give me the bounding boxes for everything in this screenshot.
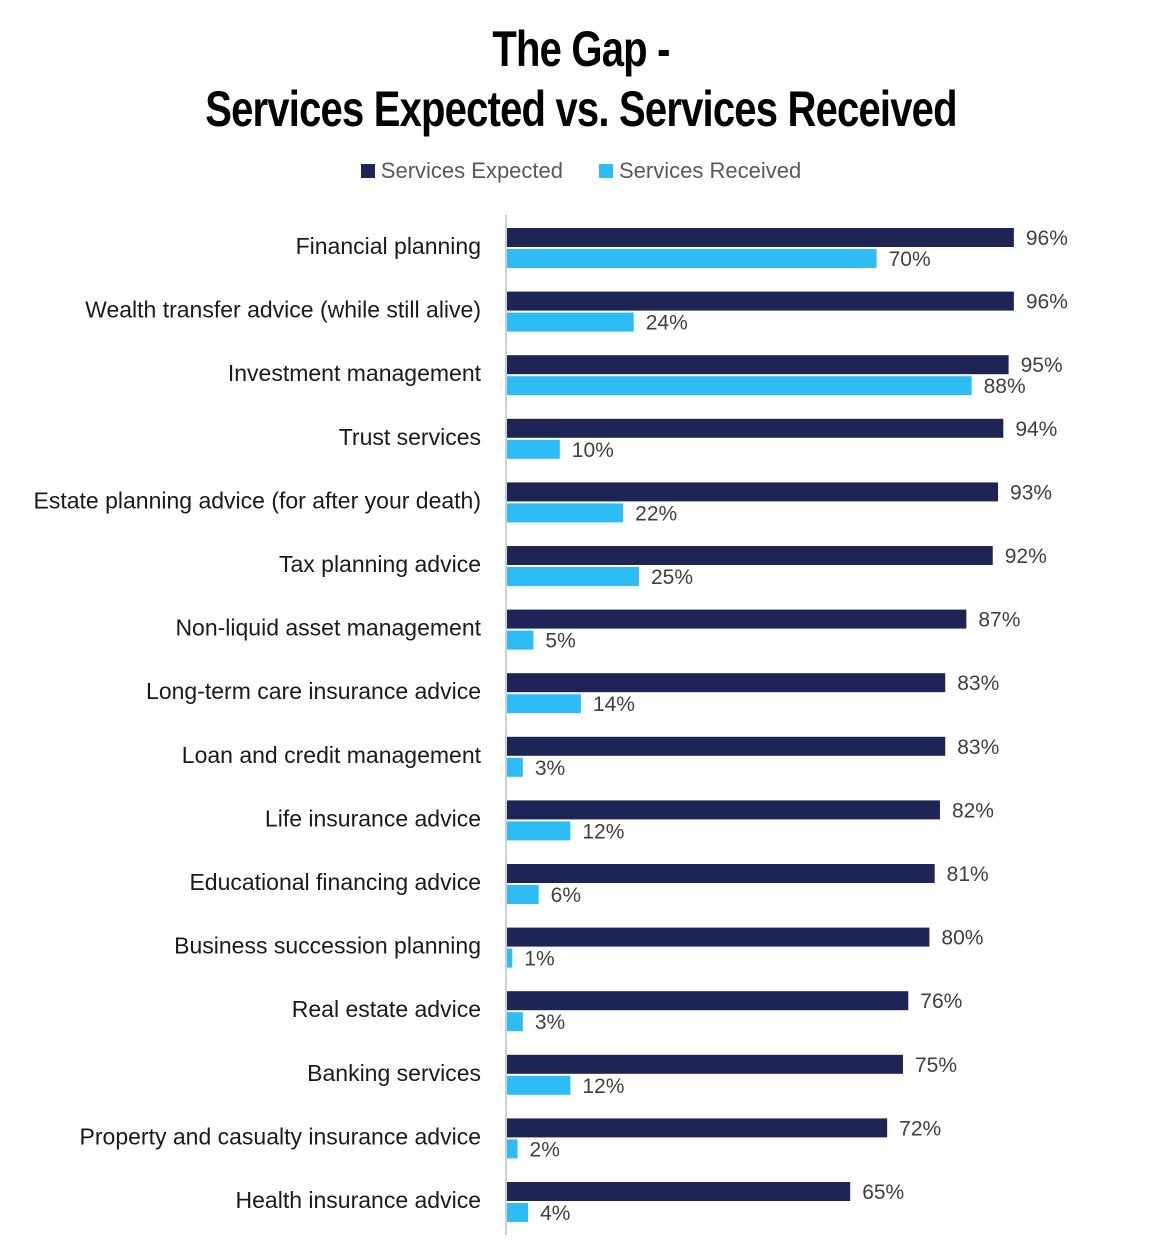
bar-received xyxy=(507,249,877,268)
value-label-received: 25% xyxy=(651,566,693,589)
category-label: Educational financing advice xyxy=(189,869,481,895)
value-label-expected: 87% xyxy=(978,609,1020,632)
bar-expected xyxy=(507,800,940,820)
value-label-expected: 65% xyxy=(862,1181,904,1204)
bar-expected xyxy=(507,228,1014,247)
bar-expected xyxy=(507,927,930,947)
bar-received xyxy=(507,376,972,396)
category-label: Life insurance advice xyxy=(265,805,481,831)
bar-received xyxy=(507,694,581,714)
value-label-received: 3% xyxy=(535,1011,565,1034)
bar-expected xyxy=(507,482,999,502)
bar-expected xyxy=(507,1054,903,1074)
category-label: Health insurance advice xyxy=(236,1187,481,1213)
value-label-expected: 81% xyxy=(947,863,989,886)
category-label: Estate planning advice (for after your d… xyxy=(34,487,481,513)
bar-received xyxy=(507,1139,518,1159)
value-label-received: 4% xyxy=(540,1202,570,1225)
bar-received xyxy=(507,821,571,841)
category-label: Business succession planning xyxy=(174,933,481,959)
category-label: Real estate advice xyxy=(292,996,481,1022)
bar-received xyxy=(507,757,523,777)
legend-item-received: Services Received xyxy=(599,158,801,184)
value-label-received: 12% xyxy=(582,1075,624,1098)
legend-item-expected: Services Expected xyxy=(360,158,563,184)
bar-expected xyxy=(507,546,993,565)
value-label-received: 3% xyxy=(535,757,565,780)
bar-received xyxy=(507,567,639,586)
value-label-expected: 83% xyxy=(957,672,999,695)
legend-label-received: Services Received xyxy=(619,158,802,183)
value-label-expected: 92% xyxy=(1005,545,1047,568)
value-label-received: 88% xyxy=(984,375,1026,398)
category-label: Loan and credit management xyxy=(182,742,482,768)
value-label-received: 14% xyxy=(593,693,635,716)
value-label-received: 1% xyxy=(524,948,554,971)
chart-title-line-1: The Gap - xyxy=(492,21,670,77)
bar-received xyxy=(507,948,513,968)
legend-swatch-received xyxy=(599,164,613,178)
value-label-expected: 93% xyxy=(1010,481,1052,504)
bar-received xyxy=(507,312,634,332)
bar-received xyxy=(507,885,539,904)
value-label-expected: 76% xyxy=(920,990,962,1013)
category-label: Banking services xyxy=(307,1060,481,1086)
bar-expected xyxy=(507,673,946,693)
value-label-expected: 72% xyxy=(899,1117,941,1140)
bar-received xyxy=(507,630,534,650)
value-label-expected: 96% xyxy=(1026,291,1068,314)
bar-expected xyxy=(507,418,1004,438)
bar-expected xyxy=(507,609,967,629)
value-label-received: 12% xyxy=(582,820,624,843)
bar-received xyxy=(507,1203,529,1222)
category-label: Property and casualty insurance advice xyxy=(80,1123,481,1149)
bar-received xyxy=(507,503,624,523)
value-label-received: 5% xyxy=(545,630,575,653)
category-label: Non-liquid asset management xyxy=(175,615,481,641)
value-label-expected: 83% xyxy=(957,736,999,759)
value-label-received: 6% xyxy=(551,884,581,907)
value-label-received: 22% xyxy=(635,502,677,525)
bar-expected xyxy=(507,991,909,1011)
category-label: Tax planning advice xyxy=(279,551,481,577)
value-label-received: 24% xyxy=(646,312,688,335)
category-label: Investment management xyxy=(228,360,482,386)
bar-received xyxy=(507,1012,523,1032)
category-label: Wealth transfer advice (while still aliv… xyxy=(85,297,481,323)
bar-expected xyxy=(507,1182,851,1201)
value-label-expected: 75% xyxy=(915,1054,957,1077)
bar-received xyxy=(507,1075,571,1095)
value-label-expected: 82% xyxy=(952,799,994,822)
value-label-received: 10% xyxy=(572,439,614,462)
bar-expected xyxy=(507,291,1014,311)
category-label: Trust services xyxy=(339,424,481,450)
bar-expected xyxy=(507,864,935,883)
legend-swatch-expected xyxy=(360,164,375,178)
chart-title-line-2: Services Expected vs. Services Received xyxy=(205,81,957,137)
value-label-received: 2% xyxy=(530,1138,560,1161)
bar-received xyxy=(507,439,560,459)
value-label-expected: 80% xyxy=(941,927,983,950)
bar-expected xyxy=(507,1118,888,1138)
bar-expected xyxy=(507,736,946,756)
value-label-received: 70% xyxy=(889,248,931,271)
value-label-expected: 95% xyxy=(1021,354,1063,377)
value-label-expected: 96% xyxy=(1026,227,1068,250)
bar-expected xyxy=(507,355,1009,375)
category-label: Financial planning xyxy=(296,233,481,259)
value-label-expected: 94% xyxy=(1015,418,1057,441)
legend-label-expected: Services Expected xyxy=(380,158,563,183)
chart-legend: Services Expected Services Received xyxy=(0,158,1162,184)
category-label: Long-term care insurance advice xyxy=(146,678,481,704)
